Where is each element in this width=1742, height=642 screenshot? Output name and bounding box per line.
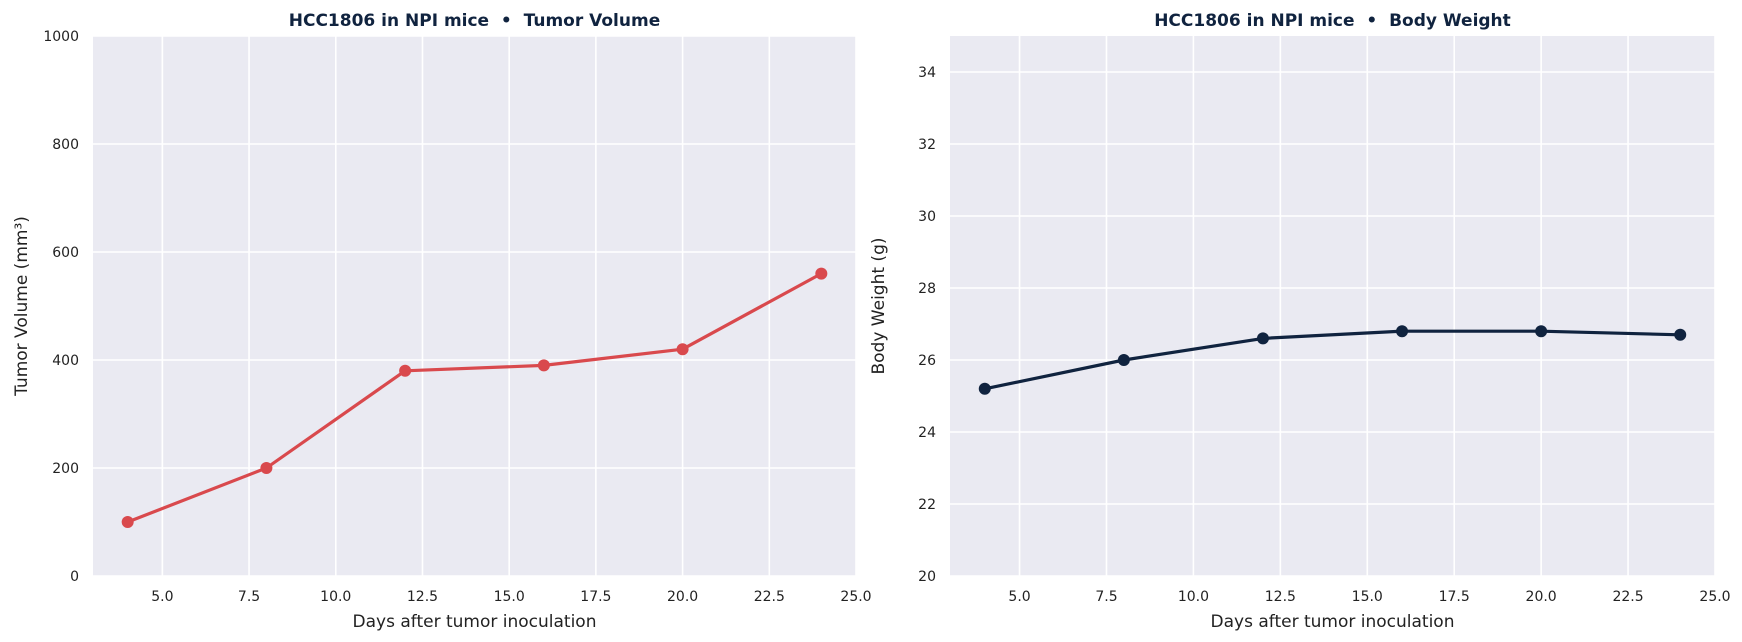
y-tick-label: 200 bbox=[52, 461, 79, 477]
chart-panel-1: 5.0 7.5 10.0 12.5 15.0 17.5 20.0 22.5 25.0 0 200 40… bbox=[12, 11, 872, 632]
data-point bbox=[260, 462, 273, 474]
x-tick-label: 25.0 bbox=[1699, 589, 1730, 605]
y-tick-label: 600 bbox=[52, 245, 79, 261]
x-tick-label: 17.5 bbox=[580, 589, 611, 605]
x-tick-label: 7.5 bbox=[238, 589, 260, 605]
y-tick-label: 24 bbox=[918, 425, 936, 441]
x-tick-label: 10.0 bbox=[1178, 589, 1209, 605]
data-point bbox=[537, 359, 550, 372]
x-tick-label: 22.5 bbox=[754, 589, 785, 605]
y-tick-label: 0 bbox=[70, 569, 79, 585]
y-tick-label: 26 bbox=[918, 353, 936, 369]
chart-title: HCC1806 in NPI mice • Tumor Volume bbox=[289, 11, 661, 31]
x-tick-label: 5.0 bbox=[1008, 589, 1030, 605]
x-tick-label: 15.0 bbox=[1352, 589, 1383, 605]
x-tick-label: 12.5 bbox=[407, 589, 438, 605]
series-line bbox=[126, 272, 823, 524]
x-tick-label: 7.5 bbox=[1095, 589, 1117, 605]
y-tick-label: 400 bbox=[52, 353, 79, 369]
x-tick-label: 12.5 bbox=[1265, 589, 1296, 605]
x-tick-label: 20.0 bbox=[1526, 589, 1557, 605]
plot-area bbox=[950, 36, 1715, 576]
y-tick-label: 1000 bbox=[43, 29, 79, 45]
data-point bbox=[978, 382, 991, 395]
plot-area bbox=[93, 36, 856, 576]
chart-title: HCC1806 in NPI mice • Body Weight bbox=[1154, 11, 1511, 31]
x-axis-label: Days after tumor inoculation bbox=[353, 612, 597, 632]
y-tick-label: 34 bbox=[918, 65, 936, 81]
y-tick-label: 32 bbox=[918, 137, 936, 153]
data-point bbox=[399, 364, 412, 377]
y-tick-label: 800 bbox=[52, 137, 79, 153]
data-point bbox=[1117, 354, 1130, 366]
y-axis-label: Body Weight (g) bbox=[869, 237, 889, 374]
data-point bbox=[1256, 332, 1269, 345]
x-tick-label: 20.0 bbox=[667, 589, 698, 605]
data-point bbox=[1535, 325, 1548, 338]
y-tick-label: 22 bbox=[918, 497, 936, 513]
x-axis-label: Days after tumor inoculation bbox=[1211, 612, 1455, 632]
x-tick-label: 10.0 bbox=[320, 589, 351, 605]
data-point bbox=[1396, 325, 1409, 338]
x-tick-label: 22.5 bbox=[1612, 589, 1643, 605]
series-line bbox=[983, 329, 1682, 391]
x-tick-label: 17.5 bbox=[1439, 589, 1470, 605]
x-tick-label: 25.0 bbox=[840, 589, 871, 605]
y-axis-label: Tumor Volume (mm³) bbox=[12, 216, 32, 397]
y-tick-label: 20 bbox=[918, 569, 936, 585]
data-point bbox=[815, 267, 828, 280]
y-tick-label: 30 bbox=[918, 209, 936, 225]
x-tick-label: 15.0 bbox=[494, 589, 525, 605]
data-point bbox=[676, 343, 689, 356]
chart-panel-2: 5.0 7.5 10.0 12.5 15.0 17.5 20.0 22.5 25.0 20 22 24… bbox=[869, 11, 1731, 632]
y-tick-label: 28 bbox=[918, 281, 936, 297]
x-tick-label: 5.0 bbox=[151, 589, 173, 605]
data-point bbox=[1674, 328, 1687, 341]
data-point bbox=[121, 516, 134, 528]
